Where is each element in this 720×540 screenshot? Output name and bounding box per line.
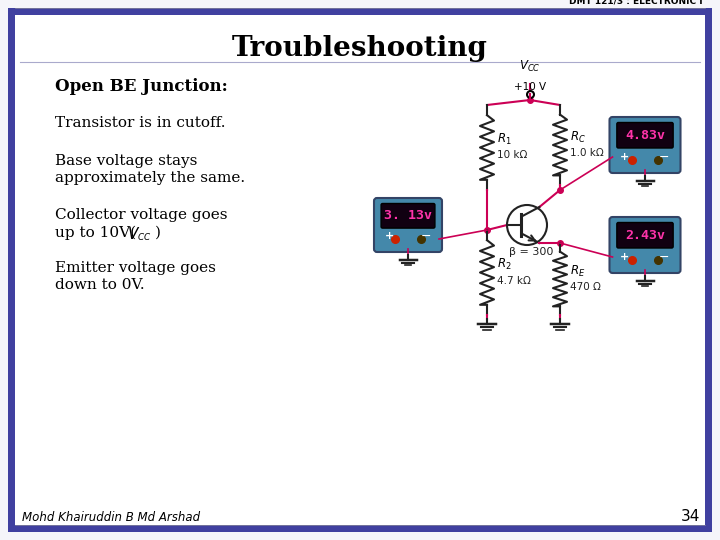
Text: $R_E$: $R_E$ <box>570 264 585 279</box>
Text: −: − <box>659 251 670 264</box>
Text: +10 V: +10 V <box>514 82 546 92</box>
FancyBboxPatch shape <box>374 198 442 252</box>
Text: −: − <box>421 230 431 242</box>
Text: Troubleshooting: Troubleshooting <box>232 35 488 62</box>
Text: 2.43v: 2.43v <box>625 229 665 242</box>
Bar <box>8 8 712 15</box>
Text: $R_2$: $R_2$ <box>497 257 512 272</box>
Text: ): ) <box>155 226 161 240</box>
FancyBboxPatch shape <box>610 217 680 273</box>
Text: down to 0V.: down to 0V. <box>55 278 145 292</box>
Text: Emitter voltage goes: Emitter voltage goes <box>55 261 216 275</box>
Text: +: + <box>384 231 394 241</box>
Text: 4.83v: 4.83v <box>625 129 665 141</box>
Text: 4.7 kΩ: 4.7 kΩ <box>497 275 531 286</box>
FancyBboxPatch shape <box>381 204 435 228</box>
Text: $V_{CC}$: $V_{CC}$ <box>519 59 541 74</box>
Text: $R_1$: $R_1$ <box>497 132 512 147</box>
Text: $_{CC}$: $_{CC}$ <box>137 230 151 243</box>
Text: 34: 34 <box>680 509 700 524</box>
Text: $V$: $V$ <box>127 226 140 242</box>
Text: Base voltage stays: Base voltage stays <box>55 154 197 168</box>
Text: DMT 121/3 : ELECTRONIC I: DMT 121/3 : ELECTRONIC I <box>570 0 703 6</box>
Text: −: − <box>659 151 670 164</box>
Text: +: + <box>621 152 629 162</box>
FancyBboxPatch shape <box>610 117 680 173</box>
Text: 470 Ω: 470 Ω <box>570 282 601 292</box>
Text: Collector voltage goes: Collector voltage goes <box>55 208 228 222</box>
Text: +: + <box>621 252 629 262</box>
Text: $R_C$: $R_C$ <box>570 130 586 145</box>
Text: 1.0 kΩ: 1.0 kΩ <box>570 148 604 158</box>
Text: 3. 13v: 3. 13v <box>384 210 432 222</box>
Text: up to 10V(: up to 10V( <box>55 226 136 240</box>
Bar <box>8 525 712 532</box>
Text: 10 kΩ: 10 kΩ <box>497 151 527 160</box>
Text: approximately the same.: approximately the same. <box>55 171 245 185</box>
Bar <box>8 8 15 532</box>
Bar <box>705 8 712 532</box>
FancyBboxPatch shape <box>617 123 673 148</box>
FancyBboxPatch shape <box>8 8 712 532</box>
FancyBboxPatch shape <box>617 222 673 248</box>
Text: Mohd Khairuddin B Md Arshad: Mohd Khairuddin B Md Arshad <box>22 511 200 524</box>
Text: Transistor is in cutoff.: Transistor is in cutoff. <box>55 116 225 130</box>
Text: β = 300: β = 300 <box>509 247 554 257</box>
Text: Open BE Junction:: Open BE Junction: <box>55 78 228 95</box>
